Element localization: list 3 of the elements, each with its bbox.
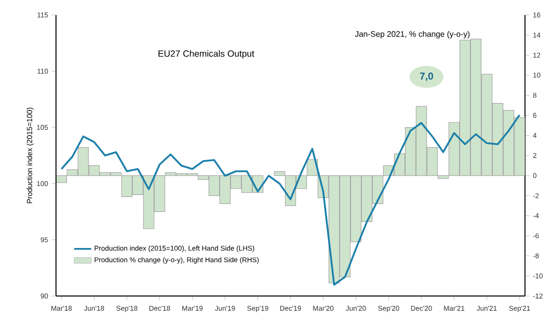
annotation: Jan-Sep 2021, % change (y-o-y) [354,30,470,38]
annotation: 7,0 [420,72,434,82]
text: EU27 Chemicals Output [158,50,254,59]
